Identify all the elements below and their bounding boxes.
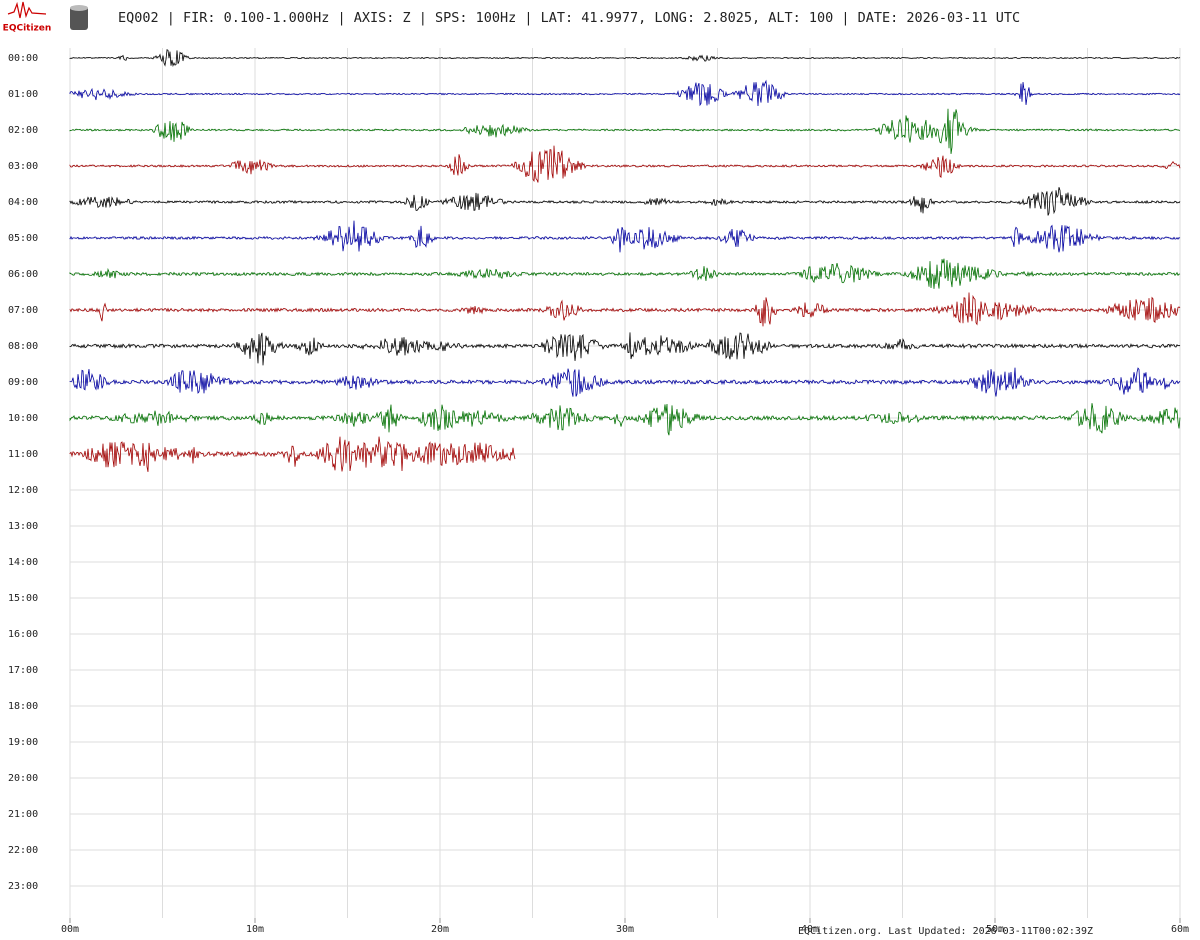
row-label: 12:00 <box>8 485 38 496</box>
trace <box>69 292 1181 327</box>
logo-text: EQCitizen <box>3 24 52 34</box>
row-label: 04:00 <box>8 197 38 208</box>
trace <box>69 187 1181 216</box>
trace <box>69 220 1181 253</box>
row-label: 15:00 <box>8 593 38 604</box>
trace <box>69 403 1181 436</box>
row-label: 13:00 <box>8 521 38 532</box>
row-label: 09:00 <box>8 377 38 388</box>
row-label: 23:00 <box>8 881 38 892</box>
row-label: 14:00 <box>8 557 38 568</box>
x-tick-label: 20m <box>431 924 449 935</box>
row-label: 19:00 <box>8 737 38 748</box>
row-label: 03:00 <box>8 161 38 172</box>
trace <box>69 145 1181 183</box>
x-tick-label: 00m <box>61 924 79 935</box>
sensor-icon-top <box>70 5 88 11</box>
row-label: 21:00 <box>8 809 38 820</box>
x-tick-label: 60m <box>1171 924 1189 935</box>
chart-title: EQ002 | FIR: 0.100-1.000Hz | AXIS: Z | S… <box>118 10 1020 26</box>
row-label: 22:00 <box>8 845 38 856</box>
row-label: 16:00 <box>8 629 38 640</box>
row-label: 07:00 <box>8 305 38 316</box>
row-label: 05:00 <box>8 233 38 244</box>
row-label: 00:00 <box>8 53 38 64</box>
footer: EQCitizen.org. Last Updated: 2026-03-11T… <box>798 926 1093 937</box>
plot-area: 00:00 01:00 02:00 03:00 04:00 05:00 06:00 07:00… <box>8 48 1189 935</box>
row-label: 20:00 <box>8 773 38 784</box>
trace <box>69 367 1181 397</box>
row-label: 11:00 <box>8 449 38 460</box>
trace <box>69 49 1181 68</box>
logo: EQCitizen <box>3 1 88 34</box>
row-label: 01:00 <box>8 89 38 100</box>
trace <box>69 258 1181 289</box>
x-tick-label: 10m <box>246 924 264 935</box>
row-label: 02:00 <box>8 125 38 136</box>
x-tick-label: 30m <box>616 924 634 935</box>
row-label: 06:00 <box>8 269 38 280</box>
row-label: 10:00 <box>8 413 38 424</box>
row-label: 17:00 <box>8 665 38 676</box>
row-label: 08:00 <box>8 341 38 352</box>
sensor-icon <box>70 6 88 30</box>
trace <box>69 436 516 472</box>
x-tick-label: 40m <box>801 924 819 935</box>
trace <box>69 108 1181 154</box>
x-tick-label: 50m <box>986 924 1004 935</box>
trace <box>69 332 1181 366</box>
trace <box>69 79 1181 107</box>
row-label: 18:00 <box>8 701 38 712</box>
logo-wave <box>7 1 47 19</box>
